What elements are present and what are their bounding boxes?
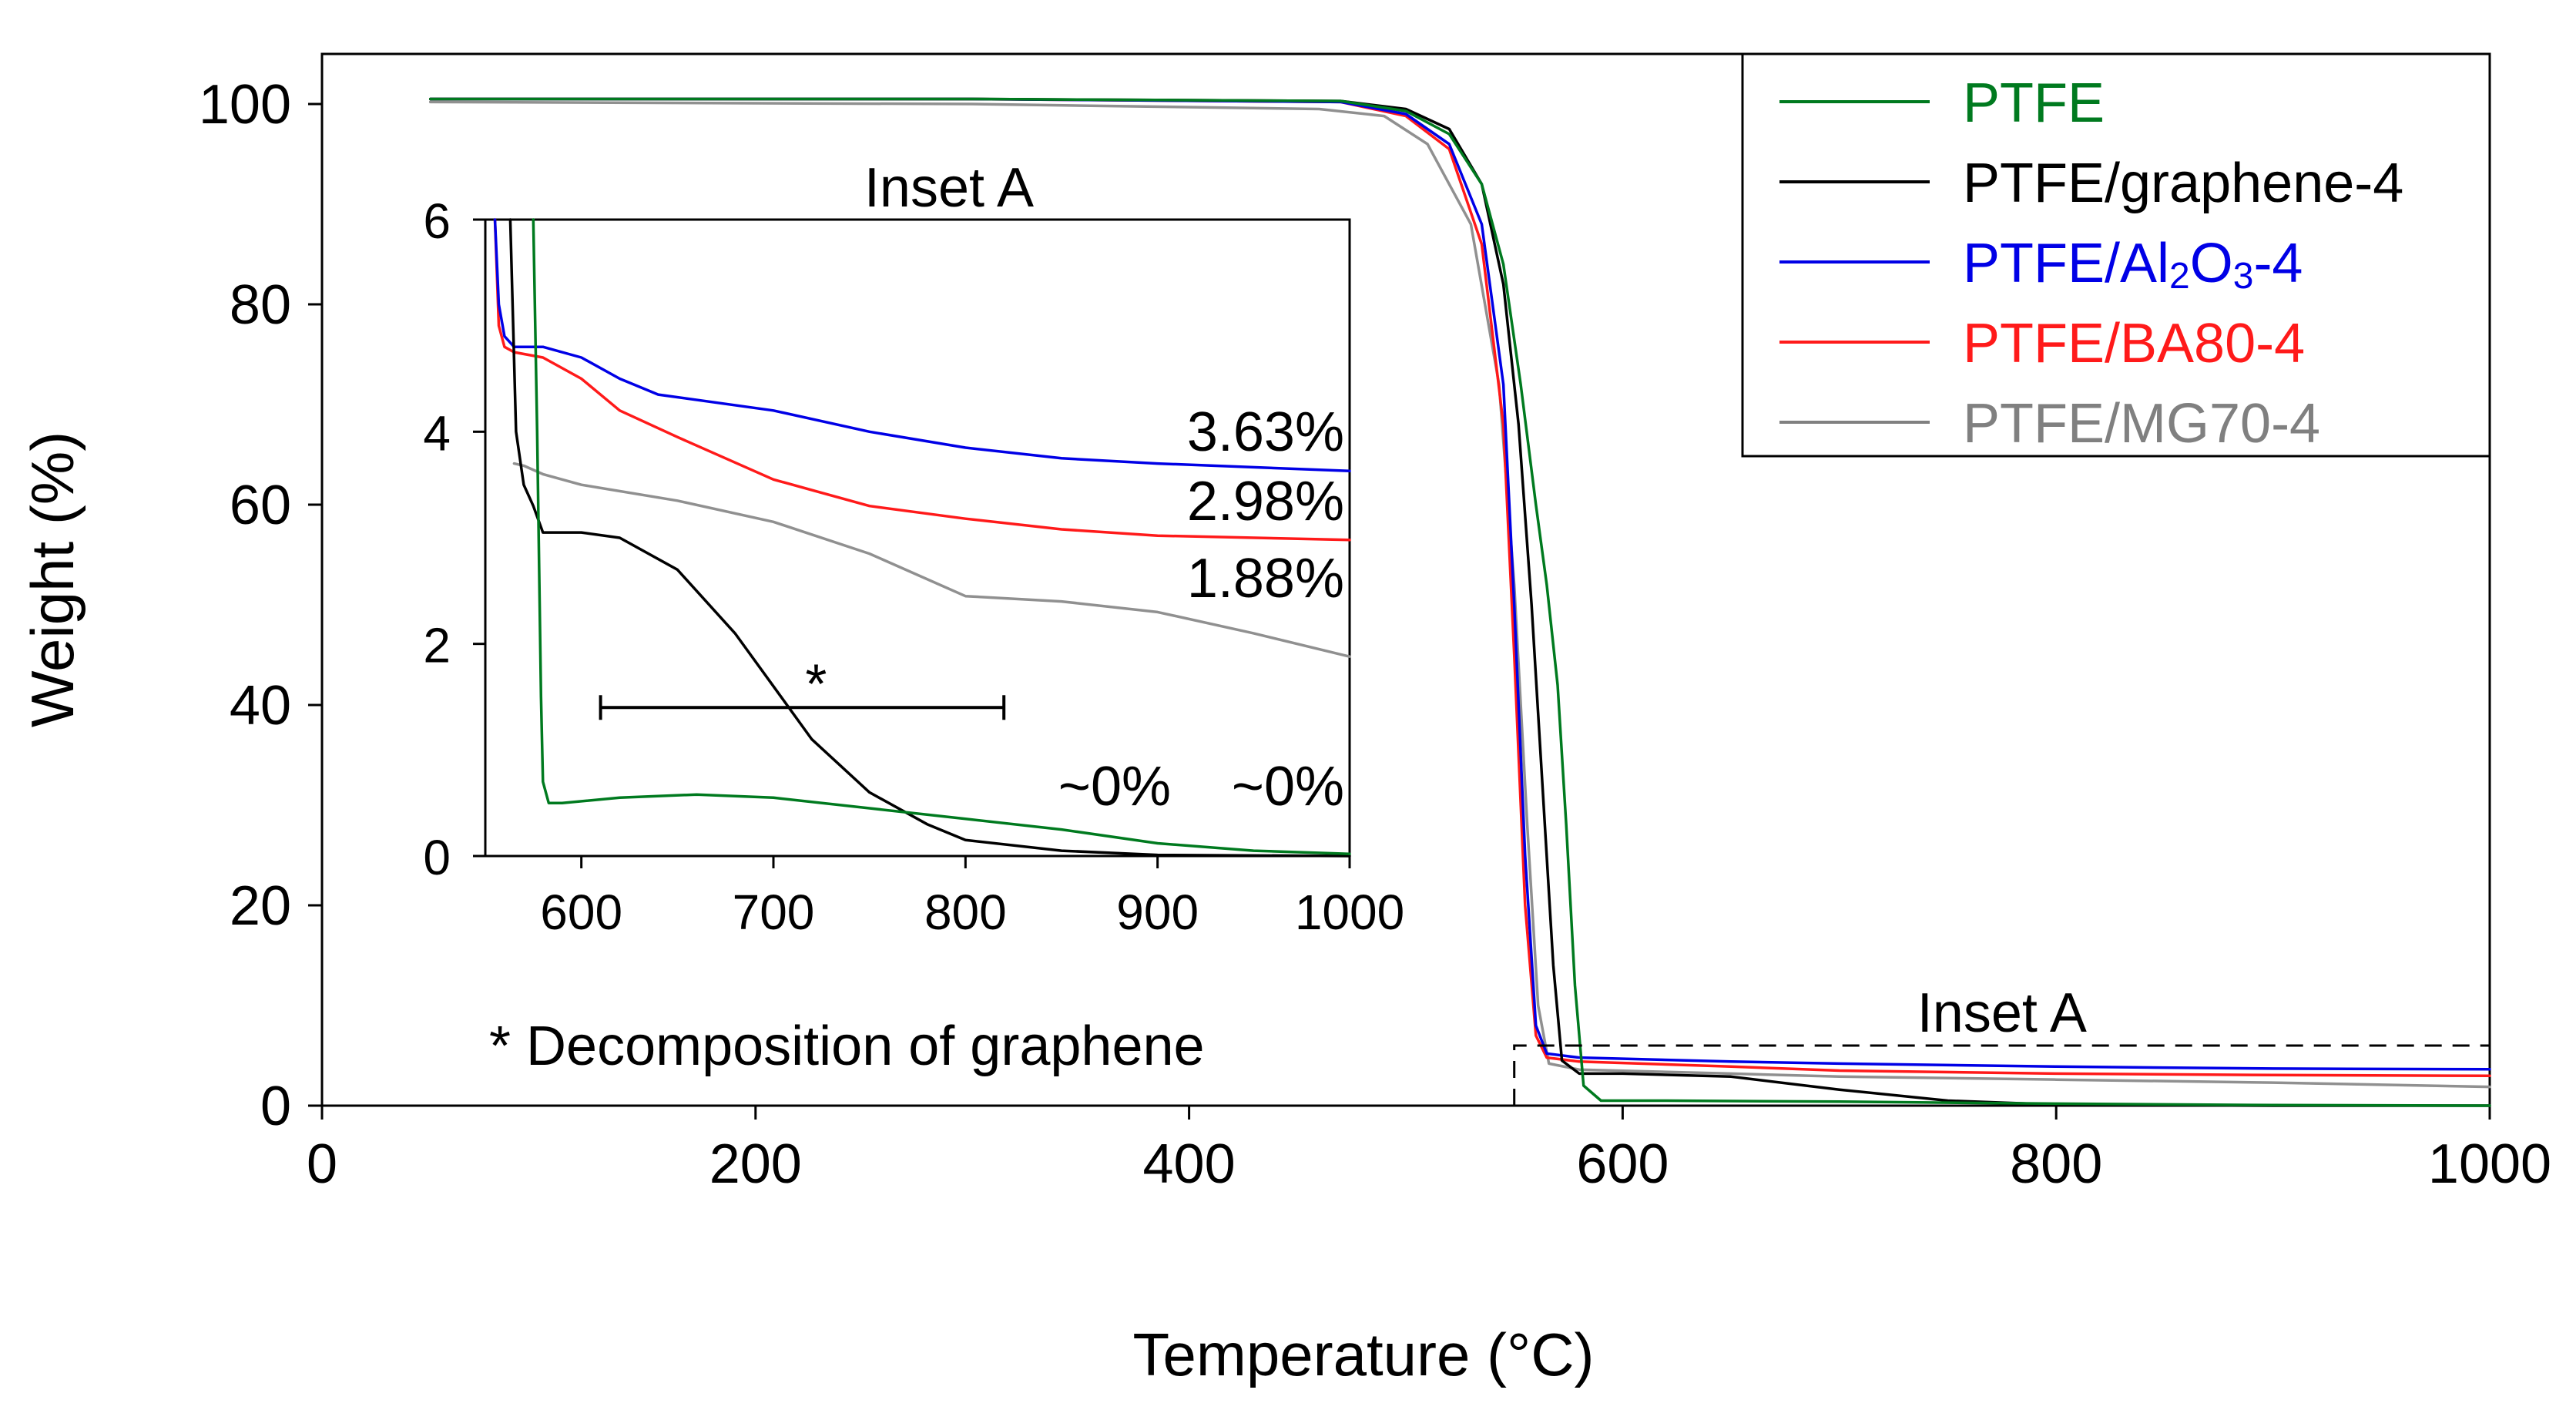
inset-annotations: 3.63% 2.98% 1.88% ~0% ~0% *: [599, 401, 1344, 817]
inset-a-marker-label: Inset A: [1917, 982, 2087, 1044]
x-tick-label-800: 800: [2010, 1133, 2102, 1195]
series-line-ptfe: [428, 97, 2491, 1107]
legend-label-ptfe: PTFE: [1963, 72, 2105, 134]
x-tick-label-600: 600: [1576, 1133, 1669, 1195]
inset-y-tick-label-6: 6: [423, 193, 451, 249]
legend-item-ptfe-ba80-4: PTFE/BA80-4: [1779, 313, 2305, 374]
inset-x-tick-label-800: 800: [924, 885, 1007, 940]
legend-label-ptfe-mg70-4: PTFE/MG70-4: [1963, 393, 2320, 455]
series-line-ptfe-al2o3-4: [428, 97, 2491, 1071]
inset-annotation-4: ~0%: [1058, 756, 1171, 817]
main-plot-frame: [320, 52, 2491, 1107]
y-tick-label-0: 0: [260, 1076, 291, 1137]
inset-series-line-ptfe-al2o3-4: [493, 218, 1351, 473]
series-line-ptfe-mg70-4: [428, 100, 2491, 1089]
legend-item-ptfe-al2o3-4: PTFE/Al2O3-4: [1779, 233, 2303, 297]
y-tick-label-100: 100: [199, 74, 291, 136]
inset-series-line-ptfe-ba80-4: [493, 218, 1351, 542]
x-tick-label-200: 200: [709, 1133, 802, 1195]
inset-y-axis-ticks: 0 2 4 6: [423, 193, 485, 885]
inset-series-group: [493, 218, 1351, 858]
series-line-ptfe-graphene-4: [428, 97, 2491, 1107]
inset-a-marker: Inset A: [1513, 982, 2490, 1106]
legend-item-ptfe: PTFE: [1779, 72, 2105, 134]
legend-item-ptfe-graphene-4: PTFE/graphene-4: [1779, 153, 2403, 214]
x-tick-label-1000: 1000: [2428, 1133, 2551, 1195]
inset-series-line-ptfe-graphene-4: [508, 218, 1351, 858]
inset-annotation-3: 1.88%: [1187, 548, 1344, 609]
main-y-axis-ticks: 0 20 40 60 80 100: [199, 74, 322, 1137]
legend-items: PTFE PTFE/graphene-4 PTFE/Al2O3-4 PTFE/BA80…: [1779, 72, 2403, 455]
footnote-graphene: * Decomposition of graphene: [489, 1016, 1205, 1077]
graphene-star-marker: *: [805, 653, 827, 715]
y-tick-label-40: 40: [230, 675, 291, 737]
inset-annotation-5: ~0%: [1232, 756, 1344, 817]
x-axis-title: Temperature (°C): [1132, 1321, 1594, 1388]
main-series-group: [428, 97, 2491, 1107]
y-tick-label-80: 80: [230, 274, 291, 336]
legend-item-ptfe-mg70-4: PTFE/MG70-4: [1779, 393, 2320, 455]
inset-annotation-2: 2.98%: [1187, 471, 1344, 532]
inset-x-tick-label-1000: 1000: [1295, 885, 1404, 940]
inset-a-marker-box: [1513, 1044, 2490, 1106]
legend: PTFE PTFE/graphene-4 PTFE/Al2O3-4 PTFE/BA80…: [1741, 52, 2491, 458]
y-tick-label-20: 20: [230, 875, 291, 937]
y-axis-title: Weight (%): [18, 431, 86, 727]
inset-x-tick-label-600: 600: [540, 885, 622, 940]
legend-label-ptfe-al2o3-4: PTFE/Al2O3-4: [1963, 233, 2303, 297]
legend-label-ptfe-graphene-4: PTFE/graphene-4: [1963, 153, 2403, 214]
legend-label-ptfe-ba80-4: PTFE/BA80-4: [1963, 313, 2305, 374]
y-tick-label-60: 60: [230, 475, 291, 536]
inset-y-tick-label-4: 4: [423, 405, 451, 461]
inset-y-tick-label-2: 2: [423, 618, 451, 673]
x-tick-label-400: 400: [1143, 1133, 1236, 1195]
inset-title: Inset A: [864, 157, 1034, 219]
inset-annotation-1: 3.63%: [1187, 401, 1344, 463]
inset-series-line-ptfe: [532, 218, 1351, 855]
inset-series-line-ptfe-mg70-4: [512, 462, 1351, 658]
inset-x-axis-ticks: 600 700 800 900 1000: [540, 856, 1404, 940]
inset-plot: Inset A 600 700 800 900 1000 0 2 4 6 3.63% 2.98%…: [423, 157, 1404, 1077]
legend-frame: [1741, 52, 2491, 458]
main-x-axis-ticks: 0 200 400 600 800 1000: [307, 1106, 2551, 1195]
x-tick-label-0: 0: [307, 1133, 337, 1195]
inset-y-tick-label-0: 0: [423, 830, 451, 885]
inset-x-tick-label-900: 900: [1116, 885, 1199, 940]
inset-x-tick-label-700: 700: [733, 885, 815, 940]
